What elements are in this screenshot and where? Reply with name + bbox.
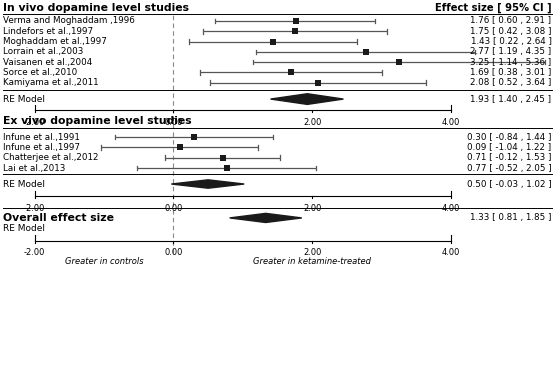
Text: In vivo dopamine level studies: In vivo dopamine level studies <box>3 3 189 13</box>
Text: Lorrain et al.,2003: Lorrain et al.,2003 <box>3 47 84 56</box>
Text: 0.30 [ -0.84 , 1.44 ]: 0.30 [ -0.84 , 1.44 ] <box>467 133 552 142</box>
Text: 1.43 [ 0.22 , 2.64 ]: 1.43 [ 0.22 , 2.64 ] <box>471 37 552 46</box>
Text: RE Model: RE Model <box>3 224 46 233</box>
Text: 0.71 [ -0.12 , 1.53 ]: 0.71 [ -0.12 , 1.53 ] <box>467 153 552 162</box>
Text: Ex vivo dopamine level studies: Ex vivo dopamine level studies <box>3 116 192 126</box>
Polygon shape <box>271 94 344 104</box>
Text: 2.08 [ 0.52 , 3.64 ]: 2.08 [ 0.52 , 3.64 ] <box>470 78 552 87</box>
Text: -2.00: -2.00 <box>24 204 46 213</box>
Text: Lai et al.,2013: Lai et al.,2013 <box>3 163 66 173</box>
Text: Sorce et al.,2010: Sorce et al.,2010 <box>3 68 78 77</box>
Text: 0.50 [ -0.03 , 1.02 ]: 0.50 [ -0.03 , 1.02 ] <box>467 179 552 189</box>
Text: Infune et al.,1991: Infune et al.,1991 <box>3 133 80 142</box>
Polygon shape <box>230 213 302 223</box>
Text: -2.00: -2.00 <box>24 248 46 258</box>
Text: 2.77 [ 1.19 , 4.35 ]: 2.77 [ 1.19 , 4.35 ] <box>470 47 552 56</box>
Text: 0.00: 0.00 <box>164 248 183 258</box>
Text: Greater in ketamine-treated: Greater in ketamine-treated <box>253 257 371 266</box>
Text: 2.00: 2.00 <box>303 118 321 127</box>
Polygon shape <box>171 180 244 188</box>
Text: 1.93 [ 1.40 , 2.45 ]: 1.93 [ 1.40 , 2.45 ] <box>471 94 552 104</box>
Text: Lindefors et al.,1997: Lindefors et al.,1997 <box>3 27 94 36</box>
Text: RE Model: RE Model <box>3 94 46 104</box>
Text: 4.00: 4.00 <box>442 204 460 213</box>
Text: Moghaddam et al.,1997: Moghaddam et al.,1997 <box>3 37 107 46</box>
Text: 0.09 [ -1.04 , 1.22 ]: 0.09 [ -1.04 , 1.22 ] <box>467 143 552 152</box>
Text: 0.77 [ -0.52 , 2.05 ]: 0.77 [ -0.52 , 2.05 ] <box>467 163 552 173</box>
Text: 4.00: 4.00 <box>442 248 460 258</box>
Text: 4.00: 4.00 <box>442 118 460 127</box>
Text: -2.00: -2.00 <box>24 118 46 127</box>
Text: Overall effect size: Overall effect size <box>3 213 114 223</box>
Text: RE Model: RE Model <box>3 179 46 189</box>
Text: Greater in controls: Greater in controls <box>65 257 143 266</box>
Text: 1.76 [ 0.60 , 2.91 ]: 1.76 [ 0.60 , 2.91 ] <box>471 16 552 26</box>
Text: Vaisanen et al.,2004: Vaisanen et al.,2004 <box>3 58 93 67</box>
Text: 0.00: 0.00 <box>164 204 183 213</box>
Text: 1.69 [ 0.38 , 3.01 ]: 1.69 [ 0.38 , 3.01 ] <box>470 68 552 77</box>
Text: 0.00: 0.00 <box>164 118 183 127</box>
Text: 3.25 [ 1.14 , 5.36 ]: 3.25 [ 1.14 , 5.36 ] <box>470 58 552 67</box>
Text: 2.00: 2.00 <box>303 204 321 213</box>
Text: Chatterjee et al.,2012: Chatterjee et al.,2012 <box>3 153 99 162</box>
Text: 1.33 [ 0.81 , 1.85 ]: 1.33 [ 0.81 , 1.85 ] <box>470 213 552 223</box>
Text: Verma and Moghaddam ,1996: Verma and Moghaddam ,1996 <box>3 16 135 26</box>
Text: 2.00: 2.00 <box>303 248 321 258</box>
Text: Kamiyama et al.,2011: Kamiyama et al.,2011 <box>3 78 99 87</box>
Text: Infune et al.,1997: Infune et al.,1997 <box>3 143 80 152</box>
Text: 1.75 [ 0.42 , 3.08 ]: 1.75 [ 0.42 , 3.08 ] <box>470 27 552 36</box>
Text: Effect size [ 95% CI ]: Effect size [ 95% CI ] <box>435 3 552 13</box>
